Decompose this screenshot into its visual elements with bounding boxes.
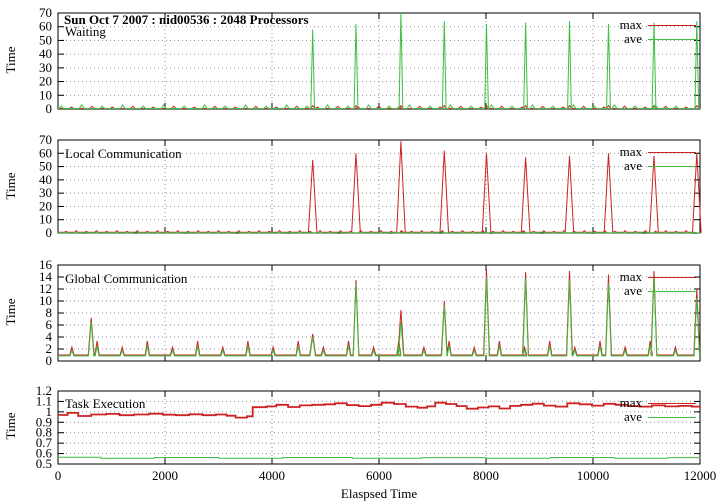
legend-panel-1: max ave: [620, 18, 696, 46]
series-ave: [58, 276, 700, 357]
y-tick-label: 0.8: [36, 425, 52, 440]
series-ave: [58, 231, 700, 234]
legend-line-ave: [648, 416, 696, 418]
y-tick-label: 60: [39, 145, 52, 160]
series-ave: [58, 456, 701, 459]
x-axis-label: Elaspsed Time: [340, 486, 418, 501]
x-tick-label: 10000: [577, 468, 610, 483]
y-tick-label: 2: [46, 341, 53, 356]
legend-line-ave: [648, 38, 696, 40]
legend-label-max: max: [619, 144, 642, 159]
y-axis-label-1: Time: [3, 46, 18, 74]
y-axis-label-2: Time: [3, 172, 18, 200]
legend-row-max: max: [620, 18, 696, 32]
x-tick-label: 6000: [366, 468, 392, 483]
legend-line-max: [648, 24, 696, 26]
y-tick-label: 14: [39, 269, 53, 284]
y-tick-label: 0.7: [36, 435, 53, 450]
series-max: [58, 269, 701, 356]
y-tick-label: 1.2: [36, 383, 52, 398]
legend-line-max: [648, 276, 696, 278]
panel-label-task-execution: Task Execution: [65, 396, 146, 411]
panel-border: [57, 390, 701, 465]
y-axis-label-3: Time: [3, 298, 18, 326]
legend-label-max: max: [619, 269, 642, 284]
y-tick-label: 12: [39, 281, 52, 296]
y-tick-label: 4: [46, 329, 53, 344]
legend-line-ave: [648, 165, 696, 167]
legend-row-max: max: [620, 270, 696, 284]
legend-row-ave: ave: [624, 32, 696, 46]
y-tick-label: 50: [39, 32, 52, 47]
y-tick-label: 20: [39, 198, 52, 213]
chart-title: Sun Oct 7 2007 : nid00536 : 2048 Process…: [64, 12, 309, 27]
y-tick-label: 40: [39, 172, 52, 187]
y-tick-label: 0: [46, 225, 53, 240]
legend-line-max: [648, 402, 696, 404]
x-tick-label: 8000: [473, 468, 499, 483]
y-tick-label: 0.5: [36, 456, 52, 471]
legend-row-max: max: [620, 145, 696, 159]
legend-panel-4: max ave: [620, 396, 696, 424]
y-axis-label-4: Time: [3, 412, 18, 440]
y-tick-label: 10: [39, 87, 52, 102]
y-tick-label: 40: [39, 46, 52, 61]
y-tick-label: 0: [46, 353, 53, 368]
y-tick-label: 50: [39, 159, 52, 174]
legend-label-ave: ave: [623, 409, 642, 424]
x-tick-label: 0: [55, 468, 62, 483]
y-tick-label: 30: [39, 60, 52, 75]
series-ave: [58, 12, 700, 109]
legend-row-ave: ave: [624, 159, 696, 173]
y-tick-label: 6: [46, 317, 53, 332]
y-tick-label: 60: [39, 19, 52, 34]
legend-label-max: max: [619, 17, 642, 32]
y-tick-label: 30: [39, 185, 52, 200]
y-tick-label: 0.9: [36, 414, 52, 429]
legend-label-ave: ave: [623, 283, 642, 298]
legend-row-ave: ave: [624, 410, 696, 424]
legend-line-max: [648, 151, 696, 153]
legend-label-max: max: [619, 395, 642, 410]
y-tick-label: 8: [46, 305, 53, 320]
legend-row-ave: ave: [624, 284, 696, 298]
series-max: [58, 401, 701, 419]
y-tick-label: 0: [46, 101, 53, 116]
legend-label-ave: ave: [623, 158, 642, 173]
legend-label-ave: ave: [623, 31, 642, 46]
legend-panel-2: max ave: [620, 145, 696, 173]
x-tick-label: 4000: [259, 468, 285, 483]
panel-label-local-communication: Local Communication: [65, 146, 182, 161]
panel-label-waiting: Waiting: [65, 24, 106, 39]
legend-panel-3: max ave: [620, 270, 696, 298]
x-tick-label: 12000: [684, 468, 717, 483]
y-tick-label: 20: [39, 74, 52, 89]
y-tick-label: 70: [39, 132, 52, 147]
y-tick-label: 10: [39, 212, 52, 227]
panel-label-global-communication: Global Communication: [65, 271, 188, 286]
panel-border: [57, 264, 701, 362]
x-tick-label: 2000: [152, 468, 178, 483]
y-tick-label: 0.6: [36, 446, 53, 461]
y-tick-label: 1: [46, 404, 53, 419]
legend-row-max: max: [620, 396, 696, 410]
y-tick-label: 10: [39, 293, 52, 308]
legend-line-ave: [648, 290, 696, 292]
y-tick-label: 1.1: [36, 393, 52, 408]
y-tick-label: 16: [39, 257, 53, 272]
y-tick-label: 70: [39, 5, 52, 20]
